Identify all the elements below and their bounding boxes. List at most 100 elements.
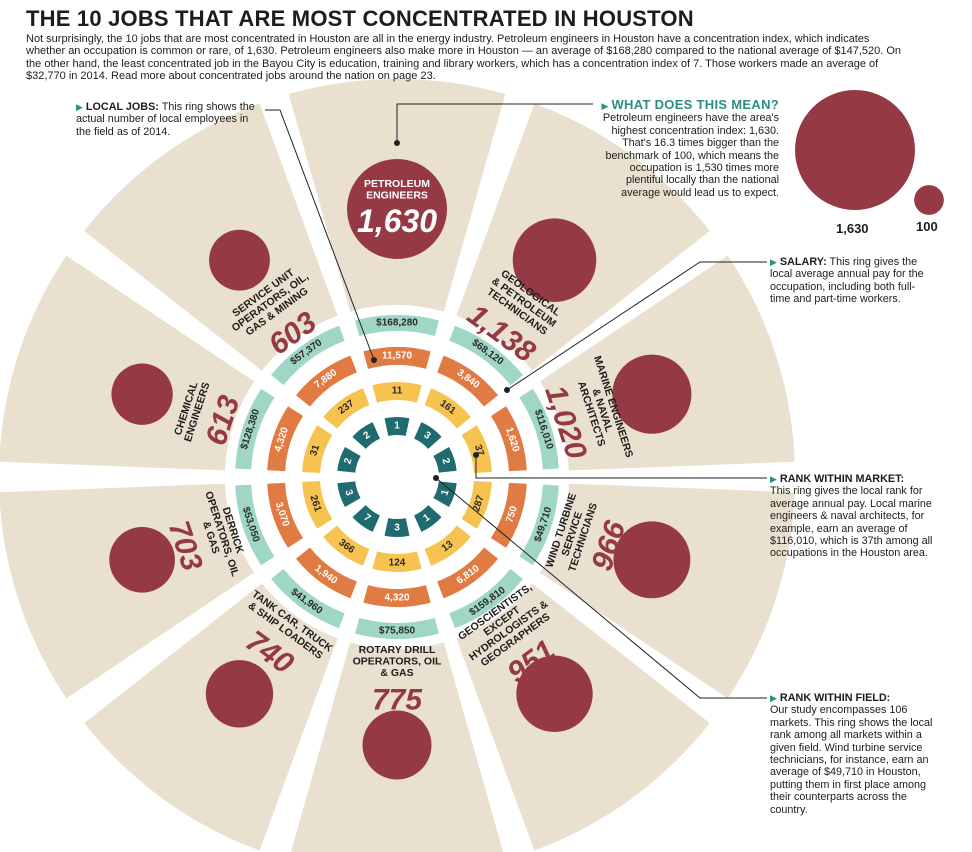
leader-dot xyxy=(473,452,479,458)
ring-segment xyxy=(323,525,370,566)
leader-line-salary xyxy=(506,261,767,391)
ring-segment xyxy=(461,425,492,473)
scale-legend-large-bubble xyxy=(795,90,915,210)
ring-value-rank-market: 261 xyxy=(307,494,323,514)
ring-segment xyxy=(384,417,410,436)
concentration-value: 1,630 xyxy=(357,203,437,239)
ring-segment xyxy=(363,347,431,369)
scale-legend-small-bubble xyxy=(914,185,944,215)
annotation-local-jobs: ▶ LOCAL JOBS: This ring shows the actual … xyxy=(76,101,266,138)
annotation-head: RANK WITHIN FIELD: xyxy=(779,692,891,704)
leader-dot xyxy=(433,475,439,481)
ring-value-rank-field: 1 xyxy=(439,488,451,497)
leader-dot xyxy=(504,387,510,393)
ring-segment xyxy=(519,484,559,566)
ring-segment xyxy=(490,406,527,472)
scale-legend xyxy=(795,90,944,215)
ring-value-rank-field: 2 xyxy=(342,456,354,465)
leader-lines xyxy=(265,103,767,699)
ring-segment xyxy=(449,325,523,386)
ring-segment xyxy=(267,482,304,548)
ring-segment xyxy=(235,484,275,566)
ring-value-rank-market: 287 xyxy=(471,494,487,514)
leader-dot xyxy=(394,140,400,146)
concentration-value: 775 xyxy=(372,683,423,716)
concentration-bubble xyxy=(512,218,597,302)
scale-legend-small-label: 100 xyxy=(916,219,938,234)
leader-line-rank-market xyxy=(475,455,767,479)
concentration-bubble xyxy=(205,660,274,728)
ring-segment xyxy=(323,388,370,429)
ring-segment xyxy=(271,325,345,386)
occupation-name-line: ENGINEERS xyxy=(366,190,428,202)
leader-line-rank-field xyxy=(435,477,767,699)
rings-layer: $168,280$68,120$116,010$49,710$159,810$7… xyxy=(235,315,559,639)
ring-segment xyxy=(352,505,380,532)
ring-segment xyxy=(271,568,345,629)
ring-value-rank-field: 3 xyxy=(342,488,354,497)
sector-wedge xyxy=(84,583,338,851)
leader-dot xyxy=(371,357,377,363)
ring-value-local-jobs: 4,320 xyxy=(384,593,409,604)
ring-segment xyxy=(384,518,410,538)
sector-wedge xyxy=(0,255,255,471)
annotation-text: Our study encompasses 106 markets. This … xyxy=(770,704,933,816)
triangle-icon: ▶ xyxy=(76,102,83,112)
concentration-bubble xyxy=(347,159,447,259)
annotation-rank-within-field: ▶ RANK WITHIN FIELD: Our study encompasse… xyxy=(770,692,942,816)
page-title: THE 10 JOBS THAT ARE MOST CONCENTRATED I… xyxy=(26,6,694,31)
ring-segment xyxy=(437,355,499,407)
concentration-bubble xyxy=(612,354,692,434)
ring-segment xyxy=(433,447,457,473)
ring-value-salary: $168,280 xyxy=(376,318,418,329)
ring-segment xyxy=(302,425,333,473)
ring-segment xyxy=(352,422,380,449)
ring-segment xyxy=(337,481,361,507)
occupation-name-line: & GAS xyxy=(380,667,413,679)
ring-segment xyxy=(424,525,471,566)
ring-value-rank-field: 2 xyxy=(362,429,373,441)
ring-rank-field: 1 3 2 1 1 3 7 3 2 2 xyxy=(337,417,457,538)
intro-text: Not surprisingly, the 10 jobs that are m… xyxy=(26,33,902,83)
annotation-what-does-this-mean: ▶ WHAT DOES THIS MEAN? Petroleum engineer… xyxy=(595,97,779,199)
ring-value-rank-field: 1 xyxy=(421,512,432,524)
leader-line-what-does-this-mean xyxy=(396,103,593,143)
annotation-text: This ring shows the actual number of loc… xyxy=(76,101,255,138)
annotation-text: This ring gives the local average annual… xyxy=(770,256,924,306)
concentration-bubble xyxy=(613,521,691,599)
ring-segment xyxy=(235,388,275,470)
ring-value-rank-market: 124 xyxy=(389,558,406,569)
ring-segment xyxy=(295,355,357,407)
ring-segment xyxy=(267,406,304,472)
ring-value-rank-field: 7 xyxy=(362,512,373,524)
occupation-name-line: ROTARY DRILL xyxy=(359,644,436,656)
ring-value-rank-field: 3 xyxy=(421,430,432,442)
ring-segment xyxy=(372,382,422,403)
annotation-text: This ring gives the local rank for avera… xyxy=(770,485,933,560)
ring-segment xyxy=(414,422,442,449)
occupation-name-line: PETROLEUM xyxy=(364,178,430,190)
concentration-bubble xyxy=(111,363,173,425)
ring-value-rank-field: 2 xyxy=(439,457,451,466)
ring-segment xyxy=(355,618,439,639)
concentration-bubble xyxy=(362,710,432,780)
annotation-salary: ▶ SALARY: This ring gives the local avera… xyxy=(770,256,930,306)
ring-value-rank-market: 11 xyxy=(392,386,403,397)
annotation-head: RANK WITHIN MARKET: xyxy=(779,473,905,485)
annotation-head: LOCAL JOBS: xyxy=(85,101,159,113)
annotation-head: WHAT DOES THIS MEAN? xyxy=(611,97,779,112)
ring-segment xyxy=(302,481,333,529)
ring-value-rank-field: 3 xyxy=(394,523,400,534)
concentration-bubble xyxy=(109,526,175,593)
